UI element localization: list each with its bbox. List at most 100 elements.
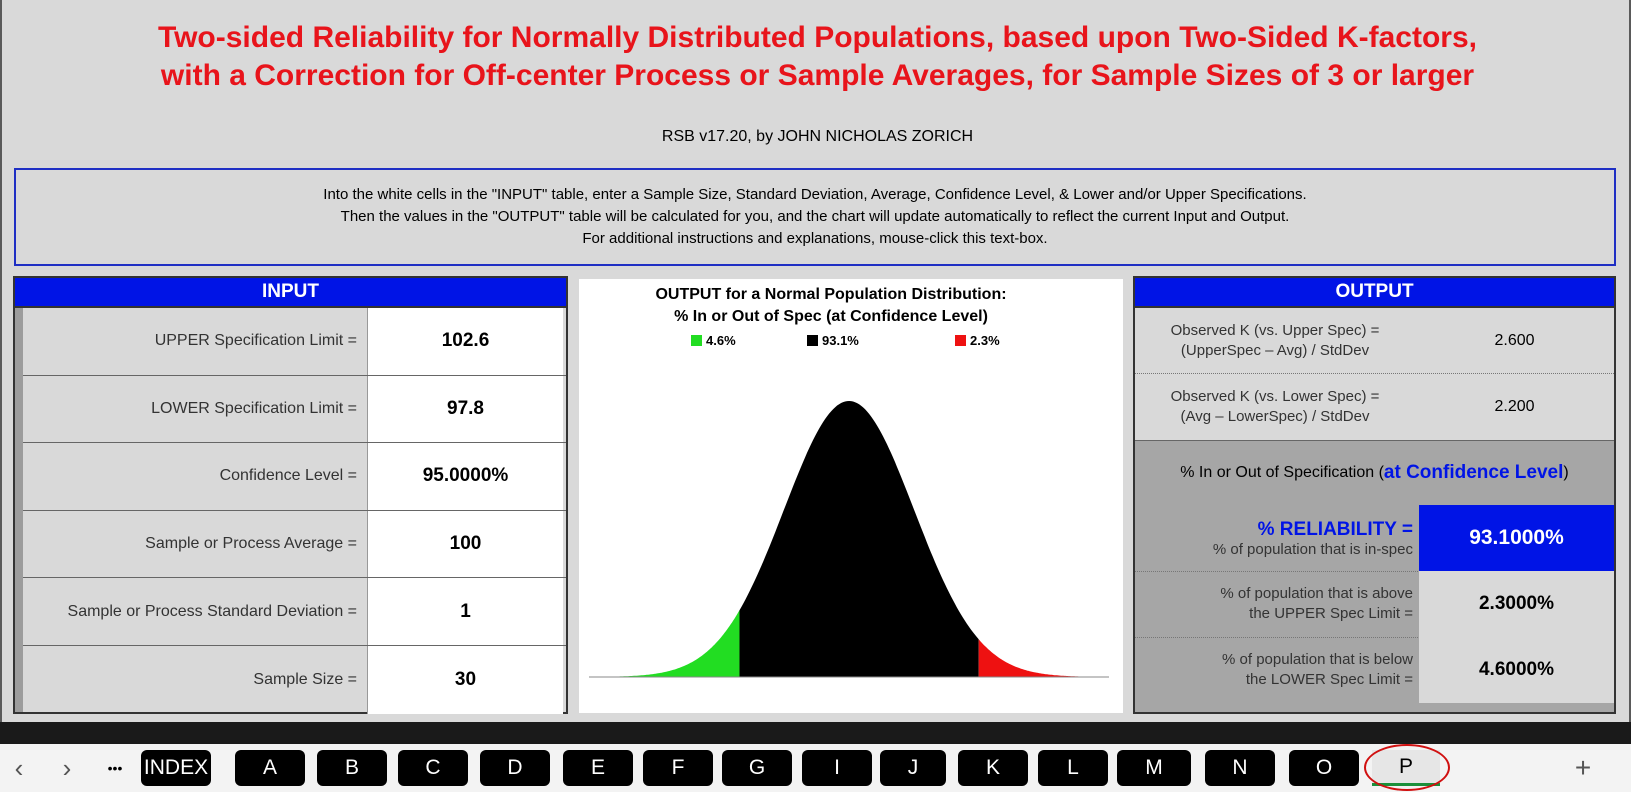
sheet-tab-i[interactable]: I [802,750,872,786]
below-lower-label-line1: % of population that is below [1222,651,1413,668]
legend-swatch-2 [955,335,966,346]
sheet-tab-bar: ‹ › ••• INDEX A B C D E F G I J K L M N O P + [0,744,1631,792]
sheet-tab-e[interactable]: E [563,750,633,786]
lower-spec-label: LOWER Specification Limit = [151,399,357,417]
sheet-tab-g[interactable]: G [722,750,792,786]
input-row-confidence: Confidence Level = 95.0000% [23,443,566,511]
upper-spec-input[interactable]: 102.6 [367,308,563,375]
instructions-textbox[interactable]: Into the white cells in the "INPUT" tabl… [14,168,1616,266]
average-label: Sample or Process Average = [145,535,357,553]
stddev-input[interactable]: 1 [367,578,563,645]
input-row-upper-spec: UPPER Specification Limit = 102.6 [23,308,566,376]
section-heading-close: ) [1563,464,1569,481]
sheet-tab-n[interactable]: N [1205,750,1275,786]
reliability-label: % RELIABILITY = % of population that is … [1135,505,1419,571]
scroll-left-icon[interactable]: ‹ [14,752,24,783]
sheet-tab-l[interactable]: L [1038,750,1108,786]
k-lower-label-line2: (Avg – LowerSpec) / StdDev [1180,408,1370,425]
active-tab-highlight-ring [1364,744,1450,791]
sample-size-label: Sample Size = [253,670,357,688]
sample-size-input[interactable]: 30 [367,645,563,714]
instructions-line-3: For additional instructions and explanat… [582,230,1048,247]
k-upper-value: 2.600 [1494,331,1535,349]
region-above-upper [978,639,1109,677]
sheet-tab-m[interactable]: M [1117,750,1191,786]
input-rows: UPPER Specification Limit = 102.6 LOWER … [23,308,566,714]
output-results-area: % In or Out of Specification (at Confide… [1135,440,1614,712]
legend-swatch-1 [807,335,818,346]
sheet-tab-index[interactable]: INDEX [141,750,211,786]
k-lower-row: Observed K (vs. Lower Spec) = (Avg – Low… [1135,374,1614,440]
scroll-right-icon[interactable]: › [62,752,72,783]
legend-label-0: 4.6% [706,333,736,348]
sheet-tab-f[interactable]: F [643,750,713,786]
sheet-tab-p[interactable]: P [1364,744,1450,791]
sheet-tab-k[interactable]: K [958,750,1028,786]
section-heading: % In or Out of Specification (at Confide… [1135,441,1614,505]
k-lower-value: 2.200 [1494,398,1535,415]
add-sheet-icon[interactable]: + [1574,752,1592,783]
k-upper-label: Observed K (vs. Upper Spec) = (UpperSpec… [1135,321,1415,361]
chart-legend: 4.6% 93.1% 2.3% [691,333,1000,348]
region-below-lower [589,610,740,677]
sheet-tab-j[interactable]: J [880,750,946,786]
instructions-line-2: Then the values in the "OUTPUT" table wi… [340,208,1290,225]
upper-spec-label: UPPER Specification Limit = [154,332,357,350]
below-lower-label-line2: the LOWER Spec Limit = [1245,671,1413,688]
chart-title: OUTPUT for a Normal Population Distribut… [655,286,1006,303]
sheet-bottom-bar [0,722,1631,744]
chart-subtitle: % In or Out of Spec (at Confidence Level… [674,308,988,325]
below-lower-label: % of population that is below the LOWER … [1135,637,1419,703]
k-upper-label-line2: (UpperSpec – Avg) / StdDev [1180,341,1370,359]
average-input[interactable]: 100 [367,510,563,578]
section-heading-highlight: at Confidence Level [1383,462,1564,483]
section-heading-text: % In or Out of Specification ( [1180,464,1384,481]
sheet-tab-b[interactable]: B [317,750,387,786]
legend-swatch-0 [691,335,702,346]
output-panel: OUTPUT Observed K (vs. Upper Spec) = (Up… [1133,276,1616,714]
legend-label-2: 2.3% [970,333,1000,348]
more-tabs-icon[interactable]: ••• [107,760,123,776]
sheet-tab-o[interactable]: O [1289,750,1359,786]
input-row-sample-size: Sample Size = 30 [23,645,566,714]
below-lower-row: % of population that is below the LOWER … [1135,637,1614,703]
input-row-average: Sample or Process Average = 100 [23,510,566,579]
sheet-tab-d[interactable]: D [480,750,550,786]
above-upper-row: % of population that is above the UPPER … [1135,571,1614,638]
sheet-tab-a[interactable]: A [235,750,305,786]
instructions-line-1: Into the white cells in the "INPUT" tabl… [323,186,1307,203]
k-upper-row: Observed K (vs. Upper Spec) = (UpperSpec… [1135,308,1614,374]
k-lower-label-line1: Observed K (vs. Lower Spec) = [1170,388,1380,405]
stddev-label: Sample or Process Standard Deviation = [67,602,357,620]
above-upper-label-line2: the UPPER Spec Limit = [1249,605,1413,622]
confidence-label: Confidence Level = [219,467,357,485]
worksheet: Two-sided Reliability for Normally Distr… [0,0,1631,722]
legend-label-1: 93.1% [822,333,859,348]
region-in-spec [739,401,979,677]
sheet-tab-c[interactable]: C [398,750,468,786]
reliability-label-main: % RELIABILITY = [1257,518,1413,540]
above-upper-label-line1: % of population that is above [1220,585,1413,602]
author-credit: RSB v17.20, by JOHN NICHOLAS ZORICH [661,128,974,145]
above-upper-value: 2.3000% [1419,571,1614,637]
title-line-2: with a Correction for Off-center Process… [160,59,1475,92]
input-panel: INPUT UPPER Specification Limit = 102.6 … [13,276,568,714]
confidence-input[interactable]: 95.0000% [367,443,563,510]
title-line-1: Two-sided Reliability for Normally Distr… [158,21,1477,54]
input-left-stripe [15,308,23,712]
chart-regions [589,401,1109,677]
lower-spec-input[interactable]: 97.8 [367,375,563,443]
reliability-row: % RELIABILITY = % of population that is … [1135,505,1614,572]
input-row-lower-spec: LOWER Specification Limit = 97.8 [23,375,566,444]
reliability-value: 93.1000% [1419,505,1614,571]
input-header: INPUT [15,278,566,308]
below-lower-value: 4.6000% [1419,637,1614,703]
reliability-label-sub: % of population that is in-spec [1212,540,1413,558]
output-header: OUTPUT [1135,278,1614,308]
above-upper-label: % of population that is above the UPPER … [1135,571,1419,637]
distribution-chart: OUTPUT for a Normal Population Distribut… [589,286,1109,678]
chart-area[interactable]: OUTPUT for a Normal Population Distribut… [579,279,1123,713]
k-upper-label-line1: Observed K (vs. Upper Spec) = [1170,321,1380,339]
input-row-stddev: Sample or Process Standard Deviation = 1 [23,578,566,646]
k-lower-label: Observed K (vs. Lower Spec) = (Avg – Low… [1135,387,1415,427]
